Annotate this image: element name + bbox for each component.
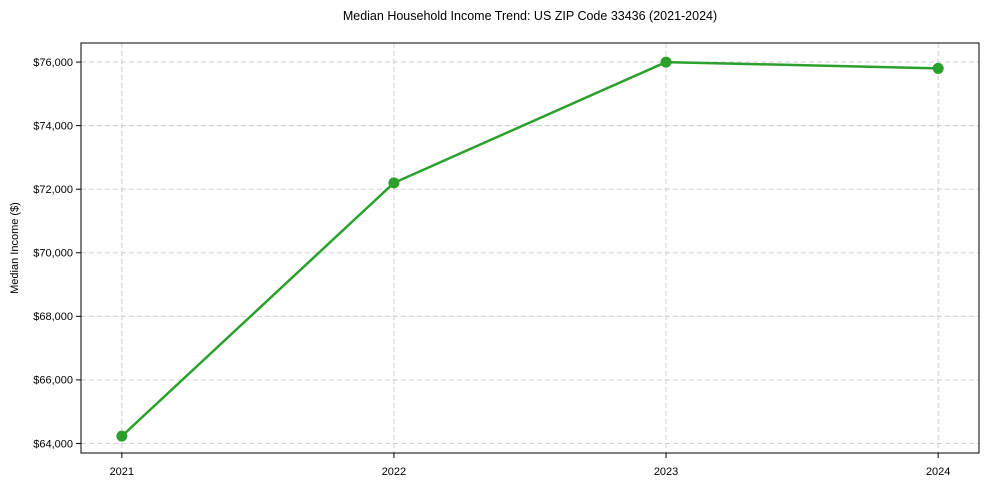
trend-line <box>120 60 940 438</box>
y-tick-label: $70,000 <box>33 248 73 260</box>
y-tick-label: $68,000 <box>33 311 73 323</box>
x-tick-label: 2023 <box>654 466 678 478</box>
x-tick-label: 2022 <box>382 466 406 478</box>
chart-title: Median Household Income Trend: US ZIP Co… <box>343 9 717 23</box>
y-axis-label: Median Income ($) <box>9 202 21 294</box>
data-point-2021 <box>116 430 128 442</box>
gridlines-layer <box>81 43 979 453</box>
series-layer <box>116 56 944 442</box>
plot-border <box>80 42 980 454</box>
x-tick-label: 2024 <box>926 466 950 478</box>
y-tick-label: $76,000 <box>33 57 73 69</box>
data-point-2024 <box>932 62 944 74</box>
ticks-layer: $64,000 $66,000 $68,000 $70,000 $72,000 $74,0… <box>33 57 950 478</box>
y-tick-label: $64,000 <box>33 438 73 450</box>
x-tick-label: 2021 <box>110 466 134 478</box>
data-point-2023 <box>660 56 672 68</box>
y-tick-label: $72,000 <box>33 184 73 196</box>
y-tick-label: $66,000 <box>33 375 73 387</box>
data-point-2022 <box>388 177 400 189</box>
axes-layer <box>80 42 980 454</box>
y-tick-label: $74,000 <box>33 120 73 132</box>
